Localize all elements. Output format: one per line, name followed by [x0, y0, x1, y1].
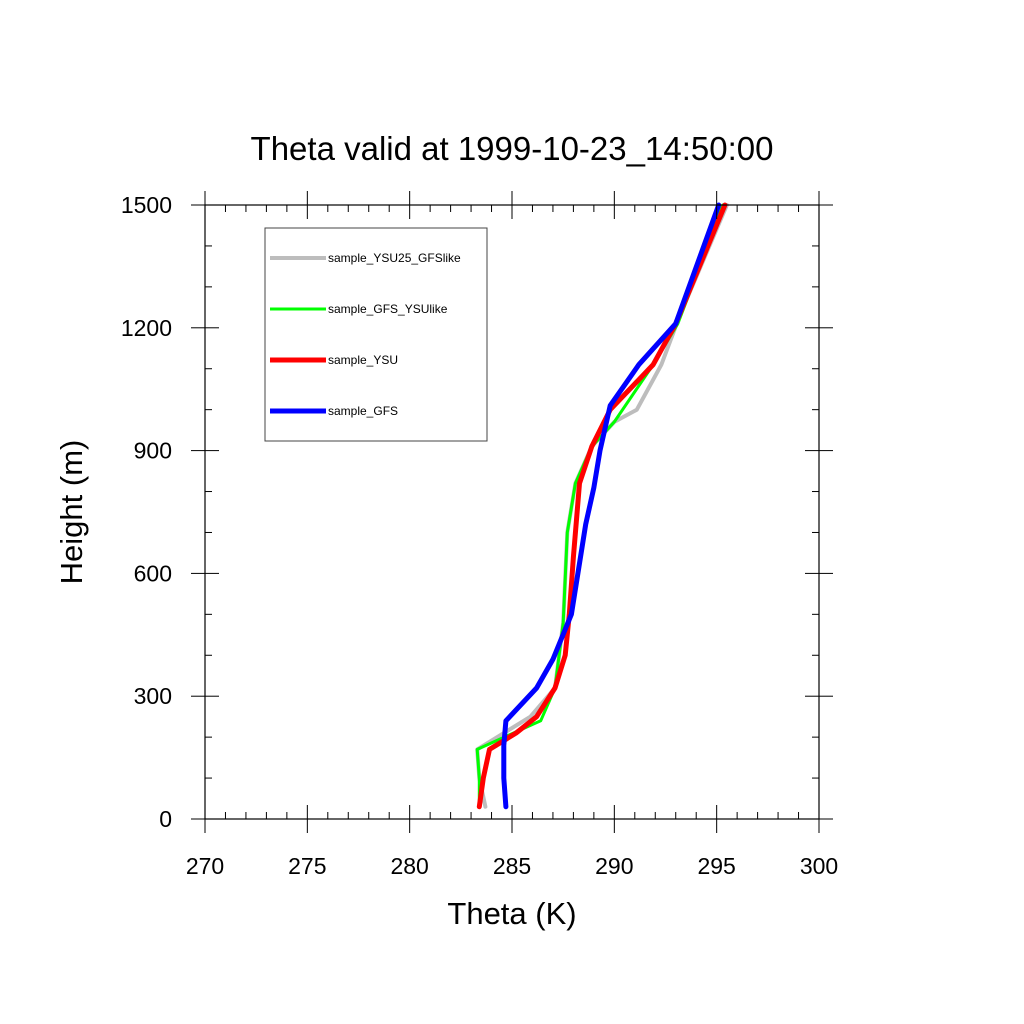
legend-label: sample_YSU — [328, 353, 398, 367]
y-tick-label: 300 — [134, 683, 172, 709]
x-tick-label: 280 — [390, 853, 428, 879]
legend-label: sample_YSU25_GFSlike — [328, 251, 461, 265]
axes-layer: 270 275 280 285 290 295 300 0 300 600 900 1200 1500 — [121, 191, 838, 879]
series-line-sample_GFS — [501, 202, 722, 810]
x-axis-label: Theta (K) — [447, 896, 576, 931]
x-tick-label: 285 — [493, 853, 531, 879]
legend: sample_YSU25_GFSlike sample_GFS_YSUlikesa… — [264, 227, 488, 442]
y-tick-label: 900 — [134, 438, 172, 464]
y-tick-label: 1500 — [121, 192, 172, 218]
x-tick-label: 300 — [800, 853, 838, 879]
x-tick-label: 290 — [595, 853, 633, 879]
y-tick-label: 600 — [134, 560, 172, 586]
y-axis-label: Height (m) — [54, 440, 89, 585]
legend-label: sample_GFS — [328, 404, 398, 418]
x-tick-label: 270 — [186, 853, 224, 879]
legend-box — [264, 227, 488, 442]
x-tick-label: 275 — [288, 853, 326, 879]
y-tick-label: 0 — [159, 806, 172, 832]
y-tick-label: 1200 — [121, 315, 172, 341]
series-layer — [475, 202, 729, 810]
chart-title: Theta valid at 1999-10-23_14:50:00 — [251, 130, 774, 167]
x-tick-label: 295 — [697, 853, 735, 879]
legend-label: sample_GFS_YSUlike — [328, 302, 448, 316]
